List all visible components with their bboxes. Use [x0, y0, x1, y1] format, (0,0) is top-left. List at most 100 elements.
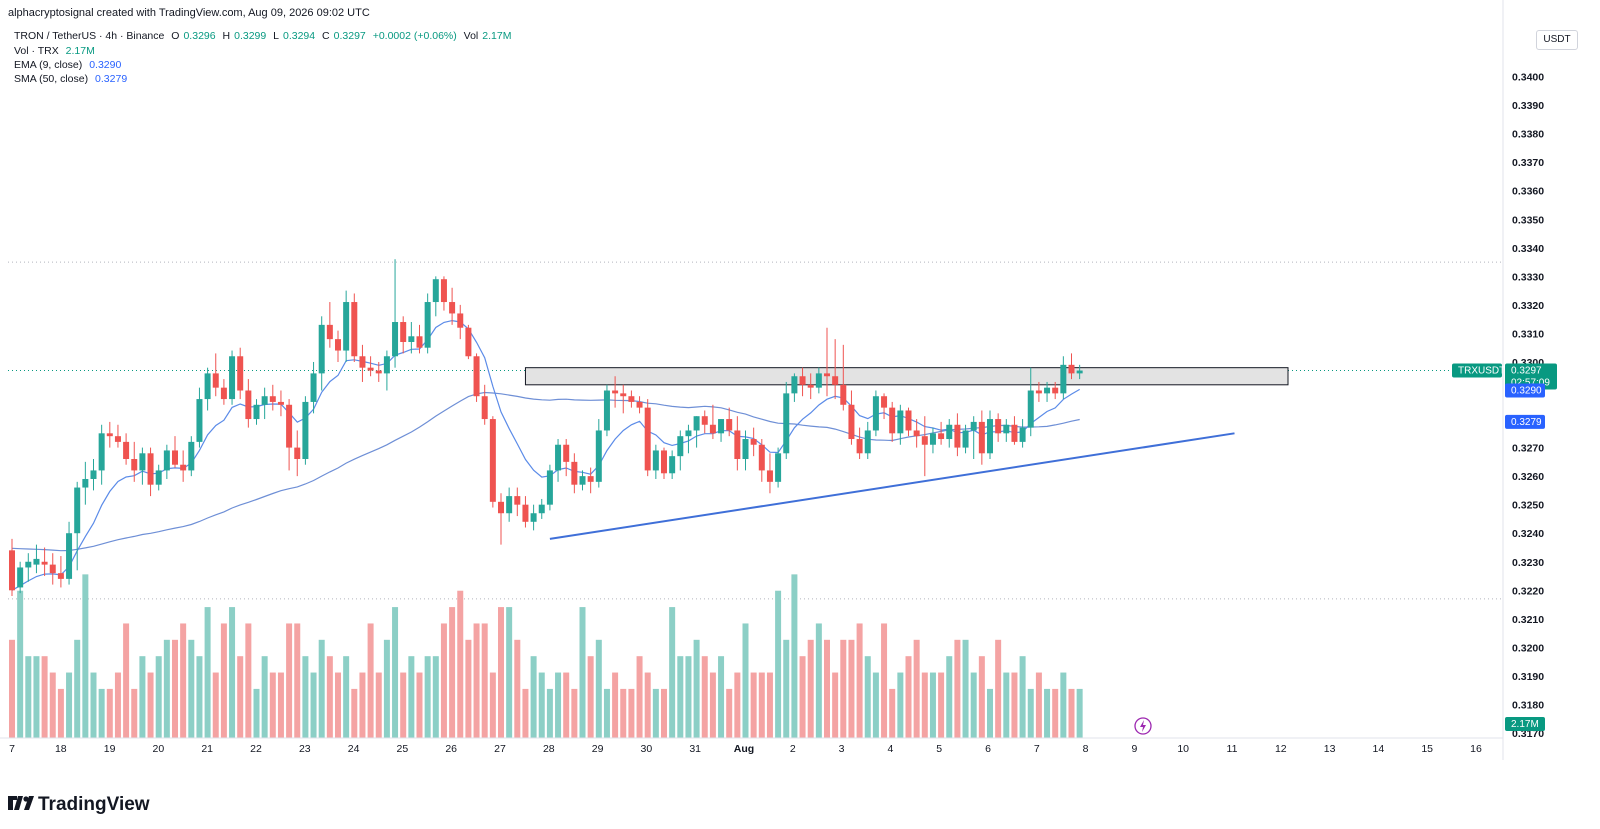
- candlestick: [954, 413, 961, 457]
- volume-bar: [742, 623, 749, 738]
- time-tick-label: 25: [397, 743, 409, 755]
- time-tick-label: 4: [887, 743, 893, 755]
- candle-body: [400, 322, 407, 342]
- candle-body: [701, 416, 708, 425]
- chart-credit: alphacryptosignal created with TradingVi…: [8, 7, 370, 19]
- currency-unit-button[interactable]: USDT: [1536, 30, 1578, 50]
- candle-body: [286, 404, 293, 448]
- candle-body: [791, 376, 798, 394]
- candlestick: [465, 324, 472, 360]
- candle-body: [612, 390, 619, 394]
- candle-body: [106, 433, 113, 437]
- volume-legend[interactable]: Vol · TRX 2.17M: [14, 45, 99, 57]
- candlestick: [815, 367, 822, 394]
- candle-body: [522, 504, 529, 522]
- volume-bar: [163, 639, 170, 738]
- price-axis[interactable]: 0.3400 0.3390 0.3380 0.3370 0.3360 0.3350 0.33…: [1452, 0, 1600, 760]
- candlestick: [245, 379, 252, 428]
- candle-body: [546, 470, 553, 505]
- time-tick-label: 22: [250, 743, 262, 755]
- volume-bar: [889, 688, 896, 738]
- time-tick-label: 29: [592, 743, 604, 755]
- volume-bar: [1011, 672, 1018, 738]
- candle-body: [555, 444, 562, 471]
- time-tick-label: 15: [1421, 743, 1433, 755]
- volume-bar: [750, 672, 757, 738]
- volume-bar: [440, 623, 447, 738]
- candle-body: [1035, 390, 1042, 394]
- candlestick: [938, 421, 945, 445]
- candlestick: [522, 496, 529, 528]
- candle-body: [783, 393, 790, 454]
- candle-body: [644, 407, 651, 471]
- volume-bar: [147, 672, 154, 738]
- volume-badge-box: [1505, 717, 1545, 731]
- price-tick-label: 0.3330: [1512, 271, 1544, 283]
- candlestick: [538, 498, 545, 519]
- candle-body: [98, 433, 105, 471]
- candle-body: [204, 373, 211, 400]
- candle-body: [123, 441, 130, 460]
- volume-bar: [17, 590, 24, 738]
- candlestick: [310, 361, 317, 414]
- candlestick: [840, 344, 847, 411]
- candlestick: [555, 439, 562, 482]
- candlestick: [106, 421, 113, 448]
- candlestick: [367, 356, 374, 377]
- candle-body: [628, 396, 635, 402]
- candlestick: [359, 344, 366, 382]
- candle-body: [962, 430, 969, 448]
- candle-body: [114, 436, 121, 442]
- volume-bar: [677, 656, 684, 738]
- candlestick: [824, 327, 830, 397]
- volume-bar: [921, 672, 928, 738]
- candle-body: [449, 302, 456, 314]
- candlestick: [204, 367, 211, 411]
- volume-bar: [245, 623, 252, 738]
- candlestick: [155, 464, 162, 491]
- volume-bar: [579, 607, 586, 738]
- candlestick: [41, 547, 48, 577]
- candlestick: [269, 384, 276, 411]
- ema-price-badge: 0.3290: [1505, 383, 1545, 398]
- candlestick: [628, 390, 635, 408]
- time-axis[interactable]: 7 18 19 20 21 22 23 24 25 26 27 28 29 30 31 Aug 2 3 4 5 6 7 8 9…: [0, 737, 1503, 755]
- price-tick-label: 0.3390: [1512, 100, 1544, 112]
- sma-legend[interactable]: SMA (50, close) 0.3279: [14, 73, 131, 85]
- candlestick: [962, 424, 969, 454]
- ohlc-change: +0.0002 (+0.06%): [372, 30, 457, 42]
- candle-body: [929, 433, 936, 445]
- tradingview-logo[interactable]: TradingView: [8, 794, 150, 816]
- candle-body: [41, 561, 48, 565]
- candle-body: [269, 396, 276, 402]
- price-tick-label: 0.3210: [1512, 614, 1544, 626]
- candlestick: [1011, 416, 1018, 445]
- price-tick-label: 0.3250: [1512, 500, 1544, 512]
- candle-body: [620, 393, 627, 397]
- ema-legend[interactable]: EMA (9, close) 0.3290: [14, 59, 125, 71]
- volume-legend-value: 2.17M: [65, 45, 95, 57]
- candle-body: [766, 470, 773, 482]
- volume-bar: [188, 639, 195, 738]
- volume-bar: [636, 656, 643, 738]
- candle-body: [90, 470, 97, 479]
- time-tick-label: 16: [1470, 743, 1482, 755]
- volume-bar: [473, 623, 480, 738]
- candle-body: [661, 450, 667, 474]
- candle-body: [375, 370, 382, 374]
- candle-body: [139, 453, 146, 471]
- candle-body: [343, 302, 350, 351]
- symbol-title[interactable]: TRON / TetherUS · 4h · Binance: [14, 30, 165, 42]
- symbol-legend[interactable]: TRON / TetherUS · 4h · Binance O 0.3296 H…: [14, 30, 515, 42]
- volume-bar: [180, 623, 187, 738]
- time-tick-label: 30: [641, 743, 653, 755]
- candlestick: [791, 373, 798, 402]
- time-tick-label: 6: [985, 743, 991, 755]
- volume-bar: [123, 623, 130, 738]
- volume-bar: [457, 590, 464, 738]
- candlestick: [498, 493, 504, 545]
- time-tick-label: 7: [9, 743, 15, 755]
- volume-bar: [685, 656, 692, 738]
- candlestick: [832, 339, 839, 400]
